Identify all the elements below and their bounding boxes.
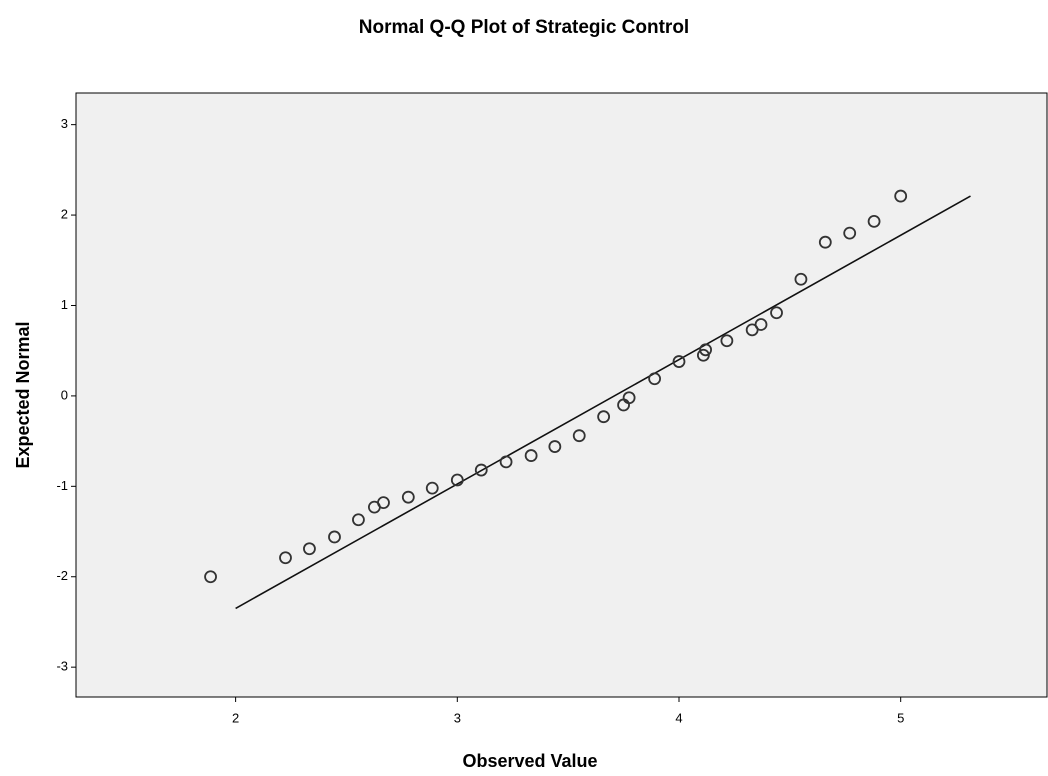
- point: [672, 355, 686, 368]
- y-tick-label: 1: [61, 297, 68, 312]
- chart-title: Normal Q-Q Plot of Strategic Control: [359, 17, 689, 38]
- point: [843, 226, 857, 240]
- point: [204, 570, 217, 584]
- point: [572, 429, 586, 443]
- point: [720, 334, 734, 348]
- point: [401, 490, 415, 504]
- y-tick-label: 3: [61, 116, 68, 131]
- plot-area: [75, 92, 1048, 698]
- x-axis-label: Observed Value: [462, 751, 597, 771]
- y-tick-label: -3: [56, 659, 68, 674]
- point: [754, 318, 768, 331]
- x-tick-label: 3: [454, 710, 461, 725]
- point: [548, 440, 562, 453]
- point: [474, 463, 488, 477]
- point: [328, 530, 341, 544]
- y-tick-label: -2: [56, 568, 68, 583]
- x-tick-label: 4: [675, 710, 682, 725]
- point: [867, 214, 881, 228]
- y-tick-label: 0: [61, 387, 68, 402]
- point: [894, 189, 908, 203]
- y-tick-label: -1: [56, 478, 68, 493]
- y-tick-label: 2: [61, 207, 68, 222]
- point: [524, 449, 538, 462]
- point: [818, 235, 832, 249]
- point: [377, 496, 390, 509]
- point: [622, 391, 636, 405]
- reference-line: [235, 195, 971, 610]
- y-axis-label: Expected Normal: [13, 321, 33, 468]
- point: [499, 455, 513, 469]
- point: [794, 272, 808, 286]
- point: [425, 481, 439, 495]
- point: [648, 372, 662, 386]
- point: [450, 473, 464, 487]
- x-tick-label: 5: [897, 710, 904, 725]
- x-tick-label: 2: [232, 710, 239, 725]
- point: [303, 542, 316, 556]
- point: [352, 513, 365, 527]
- point: [597, 410, 611, 424]
- point: [770, 306, 783, 320]
- point: [699, 343, 712, 357]
- point: [279, 551, 292, 565]
